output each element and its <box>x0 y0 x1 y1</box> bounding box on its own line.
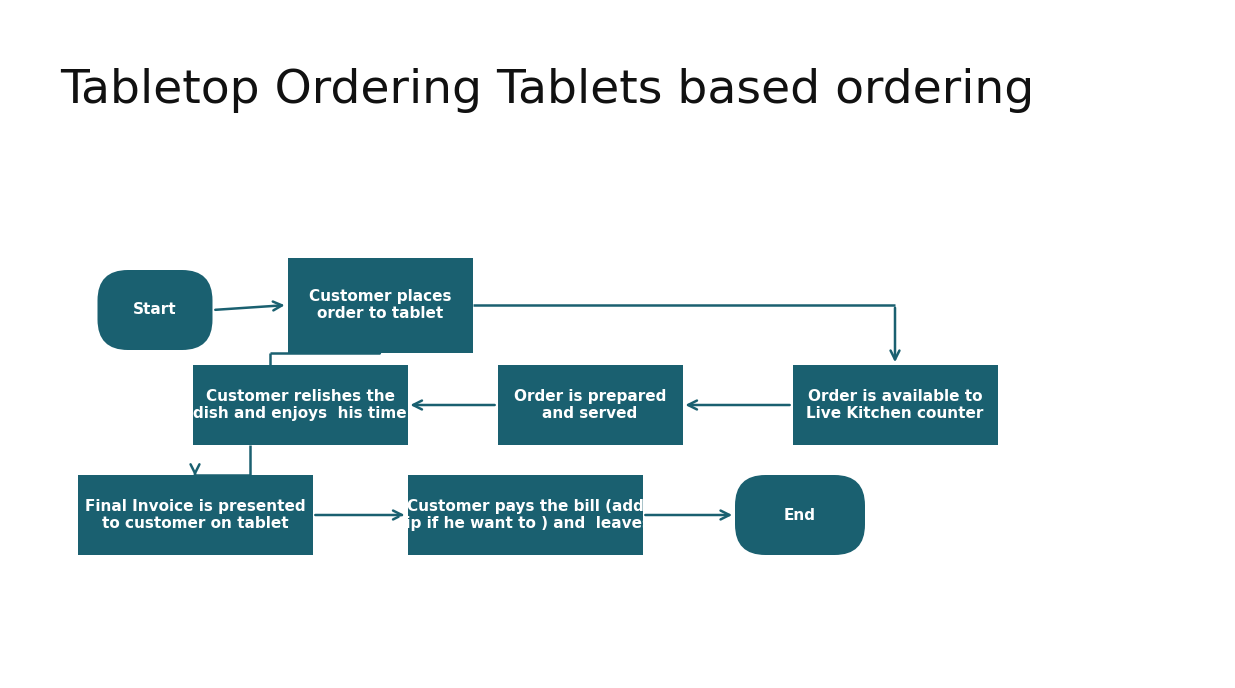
FancyBboxPatch shape <box>735 475 864 555</box>
Text: Customer relishes the
dish and enjoys  his time: Customer relishes the dish and enjoys hi… <box>193 389 406 421</box>
Text: Order is prepared
and served: Order is prepared and served <box>514 389 666 421</box>
Text: Start: Start <box>133 303 177 317</box>
FancyBboxPatch shape <box>98 270 212 350</box>
FancyBboxPatch shape <box>193 365 408 445</box>
Text: Tabletop Ordering Tablets based ordering: Tabletop Ordering Tablets based ordering <box>61 68 1034 113</box>
FancyBboxPatch shape <box>408 475 642 555</box>
FancyBboxPatch shape <box>498 365 683 445</box>
Text: Customer places
order to tablet: Customer places order to tablet <box>309 289 451 321</box>
FancyBboxPatch shape <box>793 365 998 445</box>
FancyBboxPatch shape <box>288 257 473 352</box>
Text: Customer pays the bill (add
tip if he want to ) and  leaves: Customer pays the bill (add tip if he wa… <box>399 499 652 531</box>
Text: End: End <box>784 508 816 522</box>
Text: Order is available to
Live Kitchen counter: Order is available to Live Kitchen count… <box>806 389 984 421</box>
FancyBboxPatch shape <box>78 475 312 555</box>
Text: Final Invoice is presented
to customer on tablet: Final Invoice is presented to customer o… <box>85 499 305 531</box>
